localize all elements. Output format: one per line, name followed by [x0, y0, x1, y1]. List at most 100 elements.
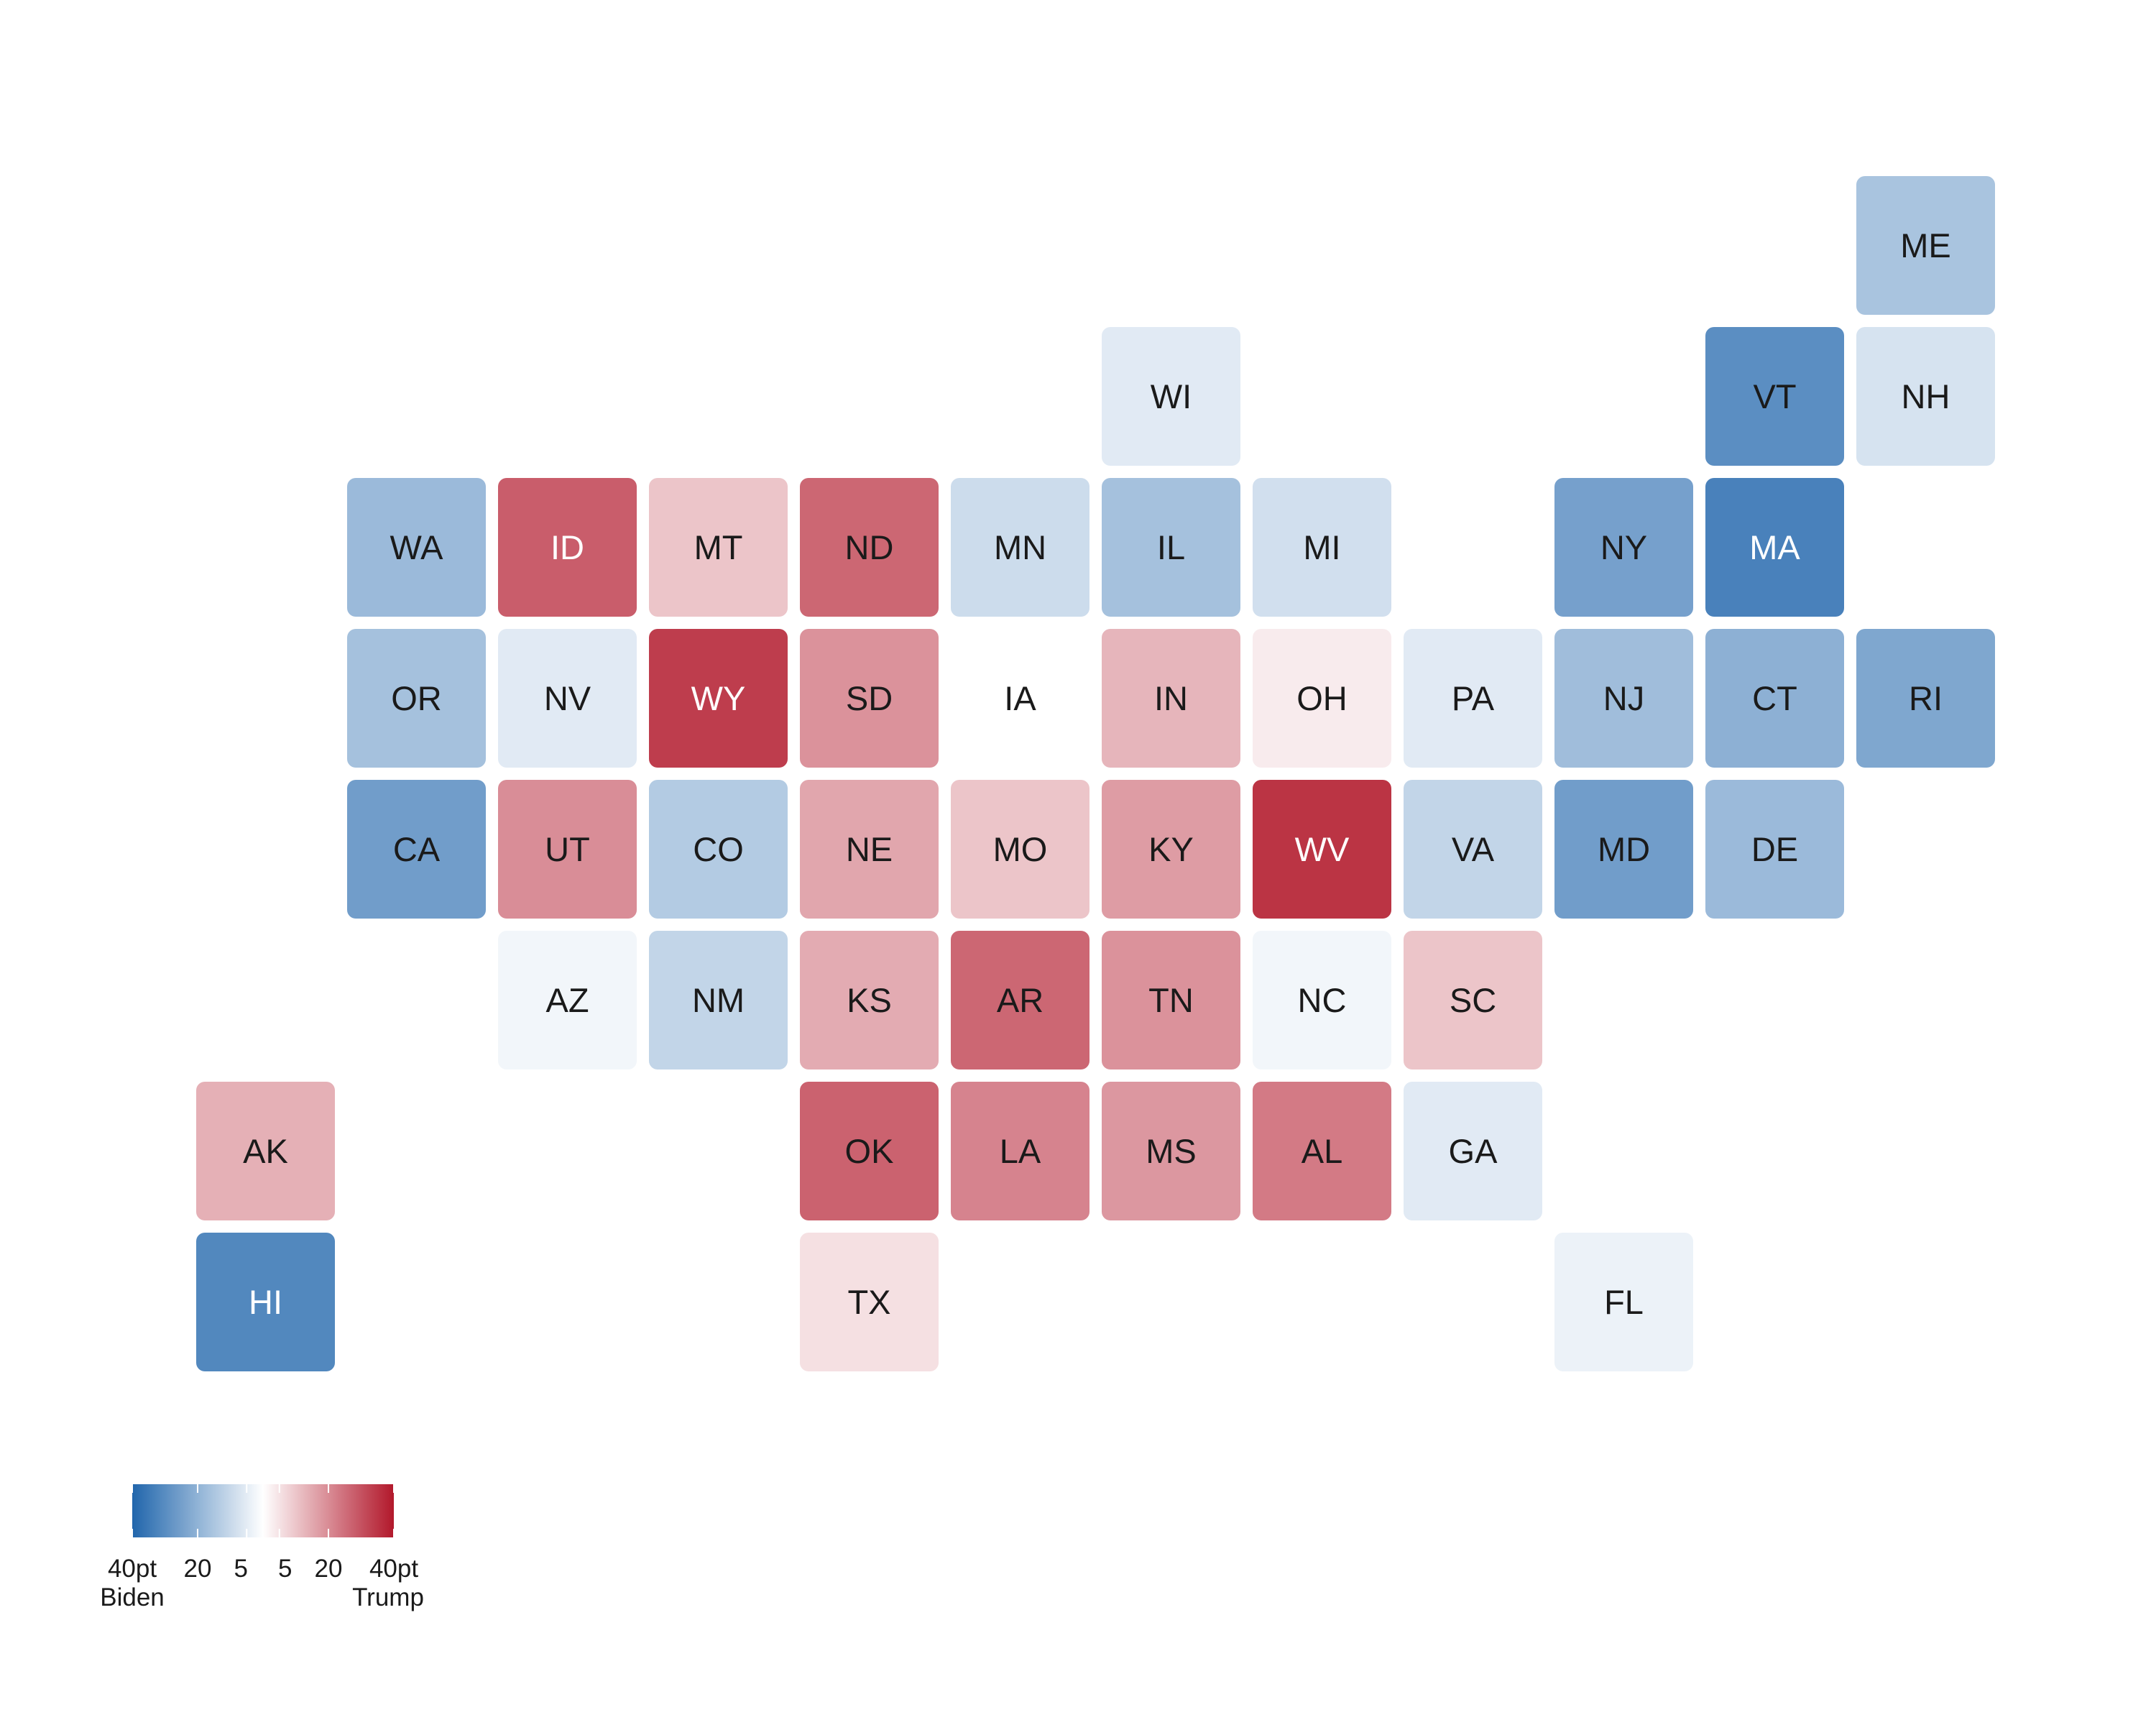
- state-tile-wa: WA: [347, 478, 486, 617]
- state-tile-ar: AR: [951, 931, 1089, 1070]
- state-tile-ct: CT: [1705, 629, 1844, 768]
- state-label: WV: [1294, 830, 1350, 868]
- state-tile-ks: KS: [800, 931, 939, 1070]
- state-tile-hi: HI: [196, 1233, 335, 1371]
- state-tile-nd: ND: [800, 478, 939, 617]
- state-tile-co: CO: [649, 780, 788, 919]
- state-label: CT: [1752, 679, 1797, 717]
- state-label: CA: [392, 830, 441, 868]
- state-label: AL: [1301, 1132, 1343, 1170]
- state-label: IL: [1156, 528, 1186, 566]
- state-label: PA: [1451, 679, 1495, 717]
- state-label: GA: [1448, 1132, 1498, 1170]
- state-tile-ne: NE: [800, 780, 939, 919]
- legend-tick-label: 20: [183, 1555, 212, 1583]
- state-label: NE: [845, 830, 893, 868]
- state-tile-ca: CA: [347, 780, 486, 919]
- state-tile-tn: TN: [1102, 931, 1240, 1070]
- state-label: MO: [992, 830, 1048, 868]
- state-label: KS: [847, 981, 892, 1019]
- state-tile-sc: SC: [1404, 931, 1542, 1070]
- state-label: AK: [243, 1132, 288, 1170]
- state-label: NM: [691, 981, 745, 1019]
- state-tile-nj: NJ: [1554, 629, 1693, 768]
- state-tile-nm: NM: [649, 931, 788, 1070]
- state-label: ME: [1900, 226, 1951, 264]
- state-tile-md: MD: [1554, 780, 1693, 919]
- state-label: MT: [694, 528, 743, 566]
- state-label: ND: [844, 528, 894, 566]
- state-label: IA: [1004, 679, 1036, 717]
- state-tile-mt: MT: [649, 478, 788, 617]
- state-tile-or: OR: [347, 629, 486, 768]
- state-tile-de: DE: [1705, 780, 1844, 919]
- state-label: UT: [545, 830, 590, 868]
- state-tile-al: AL: [1253, 1082, 1391, 1220]
- state-label: OK: [844, 1132, 894, 1170]
- state-tile-ia: IA: [951, 629, 1089, 768]
- state-label: OR: [391, 679, 442, 717]
- state-label: OH: [1296, 679, 1348, 717]
- state-label: NV: [543, 679, 591, 717]
- state-label: MN: [993, 528, 1047, 566]
- state-tile-mn: MN: [951, 478, 1089, 617]
- state-label: MD: [1597, 830, 1651, 868]
- legend-tick-label: 20: [314, 1555, 343, 1583]
- legend-right-label: Trump: [352, 1583, 424, 1611]
- state-tile-wv: WV: [1253, 780, 1391, 919]
- state-tile-nv: NV: [498, 629, 637, 768]
- state-label: MA: [1749, 528, 1800, 566]
- state-tile-nh: NH: [1856, 327, 1995, 466]
- state-tile-mi: MI: [1253, 478, 1391, 617]
- state-tile-fl: FL: [1554, 1233, 1693, 1371]
- state-tile-vt: VT: [1705, 327, 1844, 466]
- state-tile-la: LA: [951, 1082, 1089, 1220]
- state-label: NC: [1297, 981, 1347, 1019]
- legend-color-bar: [132, 1484, 394, 1537]
- color-legend: 40pt 20 5 5 20 40pt Biden Trump: [100, 1484, 438, 1628]
- state-label: LA: [999, 1132, 1041, 1170]
- state-tile-va: VA: [1404, 780, 1542, 919]
- state-tile-id: ID: [498, 478, 637, 617]
- state-label: SC: [1449, 981, 1497, 1019]
- state-label: NJ: [1603, 679, 1645, 717]
- state-tile-az: AZ: [498, 931, 637, 1070]
- state-tile-me: ME: [1856, 176, 1995, 315]
- state-label: NY: [1600, 528, 1648, 566]
- state-tile-sd: SD: [800, 629, 939, 768]
- legend-gradient: [132, 1484, 394, 1537]
- state-label: MS: [1146, 1132, 1197, 1170]
- legend-tick-label: 40pt: [107, 1555, 157, 1583]
- state-tile-oh: OH: [1253, 629, 1391, 768]
- state-label: DE: [1751, 830, 1799, 868]
- state-tile-ky: KY: [1102, 780, 1240, 919]
- state-tile-ny: NY: [1554, 478, 1693, 617]
- state-tile-il: IL: [1102, 478, 1240, 617]
- state-label: WI: [1150, 377, 1192, 415]
- state-tile-ri: RI: [1856, 629, 1995, 768]
- state-label: TX: [847, 1283, 891, 1321]
- state-label: WY: [691, 679, 746, 717]
- state-label: IN: [1154, 679, 1188, 717]
- state-label: FL: [1604, 1283, 1644, 1321]
- state-label: CO: [693, 830, 744, 868]
- state-tile-ms: MS: [1102, 1082, 1240, 1220]
- state-tile-tx: TX: [800, 1233, 939, 1371]
- state-label: MI: [1303, 528, 1341, 566]
- state-label: KY: [1148, 830, 1194, 868]
- state-label: WA: [390, 528, 443, 566]
- state-tile-ma: MA: [1705, 478, 1844, 617]
- legend-tick-label: 5: [278, 1555, 292, 1583]
- state-tile-wi: WI: [1102, 327, 1240, 466]
- state-tile-ga: GA: [1404, 1082, 1542, 1220]
- state-label: NH: [1901, 377, 1950, 415]
- state-tile-ak: AK: [196, 1082, 335, 1220]
- legend-tick-label: 5: [234, 1555, 248, 1583]
- state-label: VT: [1753, 377, 1797, 415]
- state-label: HI: [249, 1283, 282, 1321]
- state-label: VA: [1451, 830, 1495, 868]
- state-label: AR: [996, 981, 1044, 1019]
- state-tile-mo: MO: [951, 780, 1089, 919]
- state-tile-pa: PA: [1404, 629, 1542, 768]
